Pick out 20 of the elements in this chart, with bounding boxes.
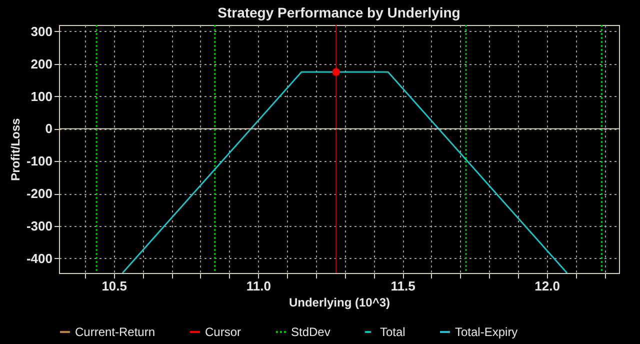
y-tick-label: -400	[26, 250, 52, 266]
y-tick-label: 0	[45, 121, 52, 136]
x-axis-title: Underlying (10^3)	[288, 296, 390, 310]
y-tick-label: -300	[26, 218, 52, 234]
legend-label: Cursor	[205, 325, 242, 339]
legend-label: Total-Expiry	[455, 325, 518, 339]
x-tick-label: 11.5	[390, 278, 416, 294]
legend-label: Total	[380, 325, 406, 339]
y-tick-label: -200	[26, 186, 52, 202]
x-tick-label: 11.0	[246, 278, 271, 294]
y-axis-title: Profit/Loss	[8, 118, 22, 181]
y-tick-label: 200	[30, 56, 52, 72]
x-tick-label: 12.0	[534, 278, 560, 294]
chart-title: Strategy Performance by Underlying	[218, 4, 460, 20]
y-tick-label: -100	[26, 154, 52, 169]
y-tick-label: 300	[30, 24, 52, 39]
x-tick-label: 10.5	[102, 278, 127, 294]
y-tick-label: 100	[30, 88, 52, 104]
legend-label: Current-Return	[75, 325, 156, 339]
legend-label: StdDev	[291, 325, 330, 339]
